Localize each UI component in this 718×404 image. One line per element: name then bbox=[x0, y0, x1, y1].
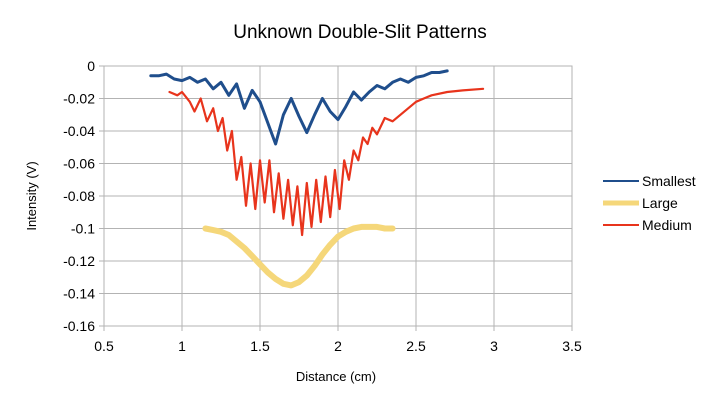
series-layer bbox=[149, 69, 485, 289]
x-tick-label: 2.5 bbox=[406, 338, 426, 354]
legend-label-medium: Medium bbox=[642, 217, 692, 233]
y-tick-label: -0.02 bbox=[63, 91, 95, 107]
series-line-large bbox=[202, 223, 396, 289]
y-tick-label: -0.1 bbox=[71, 221, 95, 237]
legend: Smallest Large Medium bbox=[603, 173, 696, 233]
chart-title: Unknown Double-Slit Patterns bbox=[233, 22, 486, 43]
y-tick-label: -0.12 bbox=[63, 253, 95, 269]
y-tick-label: -0.08 bbox=[63, 188, 95, 204]
y-axis-title: Intensity (V) bbox=[24, 161, 39, 230]
series-line-smallest bbox=[149, 69, 449, 146]
x-tick-label: 2 bbox=[334, 338, 342, 354]
x-tick-label: 1.5 bbox=[250, 338, 270, 354]
x-tick-label: 1 bbox=[178, 338, 186, 354]
legend-label-smallest: Smallest bbox=[642, 173, 696, 189]
x-tick-label: 3.5 bbox=[562, 338, 582, 354]
y-axis-ticks: 0 -0.02 -0.04 -0.06 -0.08 -0.1 -0.12 -0.14 -0.16 bbox=[63, 58, 104, 334]
x-axis-ticks: 0.5 1 1.5 2 2.5 3 3.5 bbox=[94, 326, 582, 354]
legend-label-large: Large bbox=[642, 195, 678, 211]
y-tick-label: -0.14 bbox=[63, 286, 95, 302]
y-tick-label: -0.06 bbox=[63, 156, 95, 172]
y-tick-label: -0.04 bbox=[63, 123, 95, 139]
x-tick-label: 0.5 bbox=[94, 338, 114, 354]
x-tick-label: 3 bbox=[490, 338, 498, 354]
y-tick-label: -0.16 bbox=[63, 318, 95, 334]
y-tick-label: 0 bbox=[87, 58, 95, 74]
x-axis-title: Distance (cm) bbox=[296, 369, 376, 384]
series-line-medium bbox=[168, 87, 485, 237]
